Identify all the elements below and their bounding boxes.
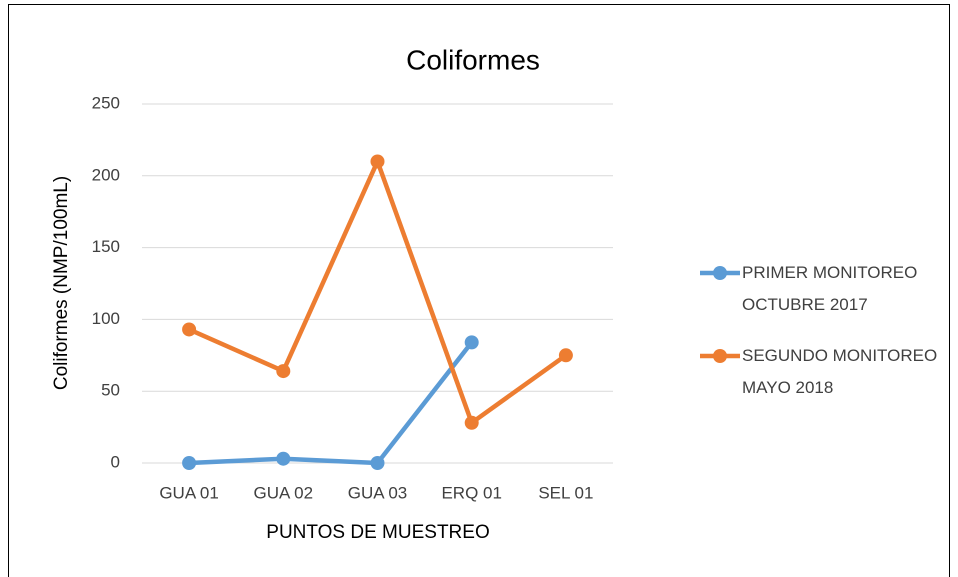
data-point xyxy=(276,451,291,466)
data-point xyxy=(464,335,479,350)
y-tick-label: 150 xyxy=(92,237,120,256)
x-tick-label: ERQ 01 xyxy=(441,483,501,502)
x-tick-label: GUA 02 xyxy=(254,483,314,502)
y-tick-label: 0 xyxy=(111,452,120,471)
y-tick-label: 100 xyxy=(92,309,120,328)
x-tick-label: GUA 01 xyxy=(159,483,219,502)
y-tick-label: 250 xyxy=(92,93,120,112)
y-axis-label: Coliformes (NMP/100mL) xyxy=(51,176,72,390)
data-point xyxy=(558,348,573,363)
chart-border xyxy=(8,4,950,577)
data-point xyxy=(276,364,291,379)
data-point xyxy=(182,322,197,337)
series-line xyxy=(186,340,474,466)
x-axis-label: PUNTOS DE MUESTREO xyxy=(266,522,489,543)
data-point xyxy=(370,456,385,470)
data-point xyxy=(464,415,479,430)
legend-label: SEGUNDO MONITOREO MAYO 2018 xyxy=(742,346,938,397)
legend-marker xyxy=(713,349,727,363)
y-tick-label: 200 xyxy=(92,165,120,184)
legend-label: PRIMER MONITOREO OCTUBRE 2017 xyxy=(742,263,918,314)
data-point xyxy=(182,456,197,470)
x-tick-label: SEL 01 xyxy=(538,483,593,502)
y-tick-label: 50 xyxy=(101,381,120,400)
chart-title: Coliformes xyxy=(406,44,540,75)
data-point xyxy=(370,154,385,169)
x-tick-label: GUA 03 xyxy=(348,483,408,502)
series-line xyxy=(186,159,569,426)
legend-marker xyxy=(713,266,727,280)
